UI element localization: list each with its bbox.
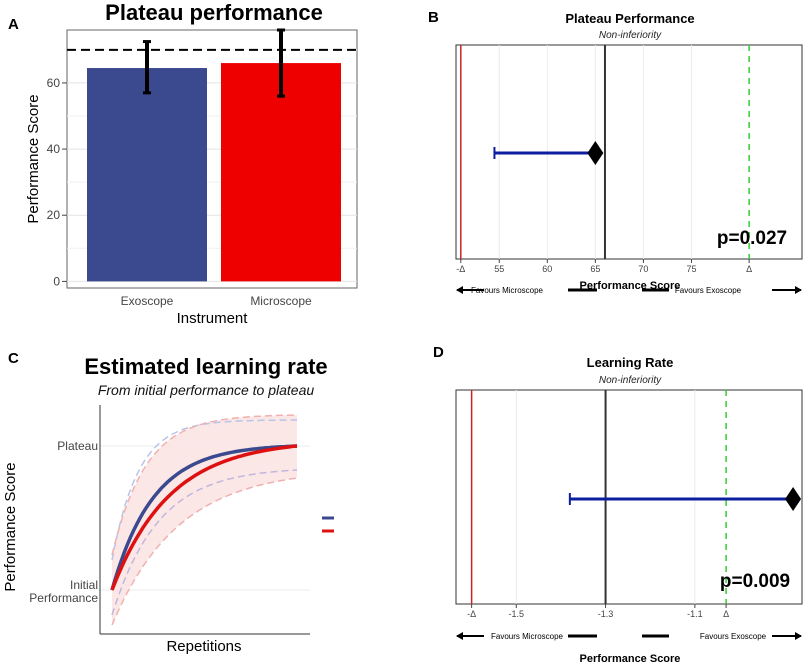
x-tick-label: 65: [590, 264, 600, 274]
favours-microscope-label: Favours Microscope: [471, 286, 544, 295]
favours-exoscope-label: Favours Exoscope: [675, 286, 742, 295]
panel-d-plot: [470, 390, 802, 604]
panel-label-c: C: [8, 350, 19, 367]
x-tick-label: Δ: [723, 609, 729, 619]
y-axis-title: Performance Score: [2, 462, 19, 591]
panel-d-subtitle: Non-inferiority: [599, 375, 662, 386]
favours-microscope-label: Favours Microscope: [491, 632, 564, 641]
panel-d: Learning Rate Non-inferiority p=0.009 -Δ…: [455, 355, 803, 665]
panel-b-plot: [460, 45, 750, 259]
x-tick-label: -Δ: [456, 264, 465, 274]
x-tick-label: 75: [686, 264, 696, 274]
point-estimate-diamond: [587, 141, 604, 165]
panel-a-bars: [87, 63, 341, 282]
point-estimate-diamond: [785, 487, 802, 511]
band-lower-microscope: [111, 477, 298, 626]
panel-d-frame: [455, 389, 803, 605]
x-axis-title: Performance Score: [580, 280, 681, 292]
panel-b-frame: [455, 44, 803, 260]
x-axis-title: Instrument: [177, 310, 249, 327]
x-axis-title: Performance Score: [580, 653, 681, 665]
panel-c-title: Estimated learning rate: [84, 354, 327, 379]
y-tick-plateau: Plateau: [57, 439, 98, 453]
x-tick-exoscope: Exoscope: [121, 294, 174, 308]
p-value: p=0.027: [717, 228, 787, 249]
y-tick-label: 20: [47, 208, 61, 222]
favours-right-arrowhead: [795, 286, 802, 294]
favours-left-arrowhead: [456, 286, 463, 294]
panel-a: Plateau performance 0 20 40 60 Exoscope …: [25, 0, 358, 327]
panel-b-subtitle: Non-inferiority: [599, 30, 662, 41]
curve-microscope: [110, 444, 298, 591]
panel-d-x-ticks: -Δ -1.5 -1.3 -1.1 Δ: [456, 604, 802, 640]
y-tick-label: 0: [53, 274, 60, 288]
panel-c-plot: [100, 414, 310, 626]
x-tick-label: -Δ: [467, 609, 476, 619]
favours-right-arrowhead: [795, 632, 802, 640]
panel-c-subtitle: From initial performance to plateau: [98, 382, 315, 398]
panel-d-title: Learning Rate: [587, 355, 674, 370]
y-tick-performance: Performance: [29, 591, 98, 605]
x-axis-title: Repetitions: [166, 638, 241, 655]
bar-exoscope: [87, 68, 207, 282]
confidence-band: [112, 415, 297, 625]
favours-left-arrowhead: [456, 632, 463, 640]
x-tick-label: 55: [494, 264, 504, 274]
panel-label-d: D: [433, 344, 444, 361]
p-value: p=0.009: [720, 571, 790, 592]
band-lower-exoscope: [111, 469, 298, 616]
panel-b-x-ticks: -Δ 55 60 65 70 75 Δ: [456, 259, 802, 294]
band-upper-microscope: [111, 414, 298, 556]
panel-a-y-ticks: 0 20 40 60: [47, 76, 61, 288]
y-axis-title: Performance Score: [25, 94, 42, 223]
panel-label-b: B: [428, 9, 439, 26]
panel-b-title: Plateau Performance: [565, 11, 694, 26]
favours-exoscope-label: Favours Exoscope: [700, 632, 767, 641]
panel-b: Plateau Performance Non-inferiority p=0.…: [455, 11, 803, 295]
y-tick-label: 40: [47, 142, 61, 156]
curve-exoscope: [110, 444, 298, 591]
panel-label-a: A: [8, 16, 19, 33]
y-tick-label: 60: [47, 76, 61, 90]
x-tick-label: 60: [542, 264, 552, 274]
panel-a-title: Plateau performance: [105, 0, 323, 25]
panel-c: Estimated learning rate From initial per…: [2, 354, 334, 655]
panel-a-error-bars: [143, 28, 285, 98]
bar-microscope: [221, 63, 341, 282]
panel-a-frame: [66, 29, 358, 289]
x-tick-label: 70: [638, 264, 648, 274]
x-tick-label: -1.1: [687, 609, 703, 619]
x-tick-microscope: Microscope: [250, 294, 312, 308]
panel-c-legend: [322, 516, 334, 533]
x-tick-label: Δ: [746, 264, 752, 274]
x-tick-label: -1.5: [509, 609, 525, 619]
y-tick-initial: Initial: [70, 578, 98, 592]
x-tick-label: -1.3: [598, 609, 614, 619]
